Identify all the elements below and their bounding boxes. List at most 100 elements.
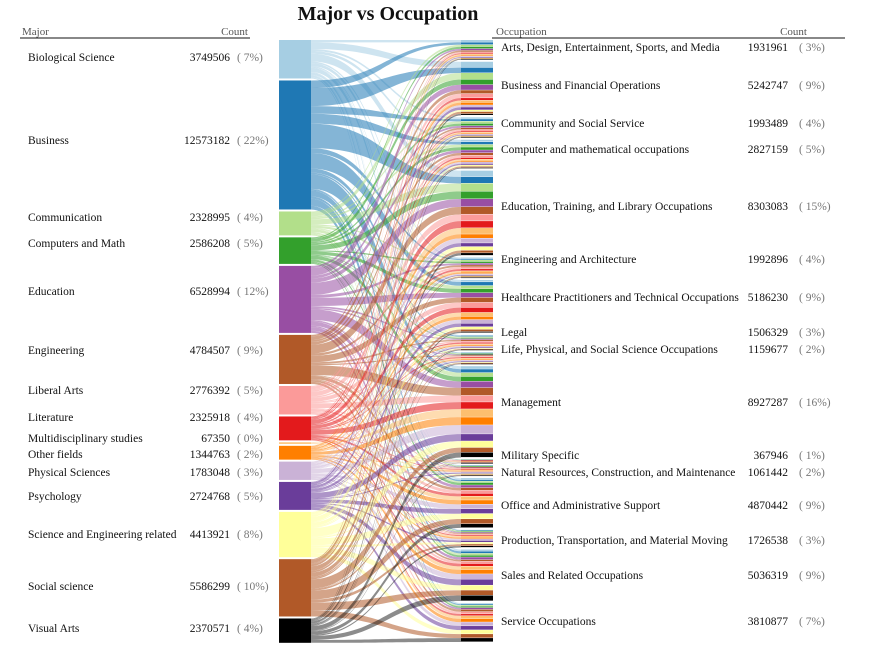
occupation-name-computer-and-mathematical-occupations: Computer and mathematical occupations (501, 144, 690, 156)
occupation-labels: Arts, Design, Entertainment, Sports, and… (501, 42, 831, 628)
occupation-pct-engineering-and-architecture: ( 4%) (799, 254, 825, 266)
occupation-segment-computer-and-mathematical-occupations-computers-and-math (461, 147, 493, 150)
link-science-and-engineering-related-to-sales-and-related-occupations (311, 547, 461, 591)
link-psychology-to-healthcare-practitioners-and-technical-occupations (311, 323, 461, 492)
occupation-pct-service-occupations: ( 7%) (799, 616, 825, 628)
occupation-pct-office-and-administrative-support: ( 9%) (799, 500, 825, 512)
occupation-count-office-and-administrative-support: 4870442 (748, 500, 789, 512)
occupation-segment-office-and-administrative-support-multidisciplinary-studies (461, 496, 493, 500)
major-bar-social-science[interactable] (279, 559, 311, 617)
major-bar-psychology[interactable] (279, 481, 311, 510)
occupation-segment-arts-design-entertainment-sports-and-media-literature (461, 53, 493, 54)
link-other-fields-to-military-specific (311, 454, 461, 462)
occupation-segment-natural-resources-construction-and-maintenance-psychology (461, 472, 493, 474)
link-literature-to-business-and-financial-operations (311, 98, 461, 419)
occupation-segment-computer-and-mathematical-occupations-biological-science (461, 139, 493, 142)
occupation-segment-natural-resources-construction-and-maintenance-communication (461, 465, 493, 467)
major-count-computers-and-math: 2586208 (190, 238, 231, 250)
link-visual-arts-to-office-and-administrative-support (311, 523, 461, 635)
occupation-segment-management-education (461, 381, 493, 388)
occupation-segment-business-and-financial-operations-computers-and-math (461, 79, 493, 85)
major-bar-visual-arts[interactable] (279, 618, 311, 643)
major-bar-multidisciplinary-studies[interactable] (279, 442, 311, 444)
occupation-segment-business-and-financial-operations-visual-arts (461, 113, 493, 115)
occupation-segment-arts-design-entertainment-sports-and-media-computers-and-math (461, 46, 493, 49)
occupation-segment-education-training-and-library-occupations-liberal-arts (461, 214, 493, 221)
occupation-segment-community-and-social-service-literature (461, 131, 493, 133)
major-bar-business[interactable] (279, 80, 311, 210)
occupation-segment-community-and-social-service-science-and-engineering-related (461, 135, 493, 137)
major-bar-engineering[interactable] (279, 334, 311, 384)
occupation-segment-engineering-and-architecture-psychology (461, 275, 493, 276)
occupation-segment-computer-and-mathematical-occupations-engineering (461, 152, 493, 156)
link-communication-to-community-and-social-service (311, 121, 461, 218)
occupation-count-management: 8927287 (748, 397, 789, 409)
occupation-segment-office-and-administrative-support-other-fields (461, 500, 493, 505)
occupation-segment-arts-design-entertainment-sports-and-media-psychology (461, 57, 493, 58)
major-pct-physical-sciences: ( 3%) (237, 467, 263, 479)
occupation-segment-service-occupations-science-and-engineering-related (461, 630, 493, 634)
major-name-computers-and-math: Computers and Math (28, 238, 125, 250)
occupation-segment-computer-and-mathematical-occupations-multidisciplinary-studies (461, 159, 493, 161)
occupation-segment-office-and-administrative-support-psychology (461, 509, 493, 514)
occupation-segment-life-physical-and-social-science-occupations-other-fields (461, 359, 493, 360)
occupation-segment-service-occupations-psychology (461, 626, 493, 630)
major-bar-science-and-engineering-related[interactable] (279, 511, 311, 558)
link-science-and-engineering-related-to-management (311, 441, 461, 537)
link-business-to-business-and-financial-operations (311, 67, 461, 107)
major-bar-liberal-arts[interactable] (279, 385, 311, 415)
occupation-segment-office-and-administrative-support-business (461, 479, 493, 481)
occupation-segment-business-and-financial-operations-literature (461, 98, 493, 101)
major-bar-literature[interactable] (279, 416, 311, 441)
link-business-to-sales-and-related-occupations (311, 198, 461, 554)
occupation-segment-healthcare-practitioners-and-technical-occupations-multidisciplinary-studies (461, 312, 493, 317)
major-name-liberal-arts: Liberal Arts (28, 385, 84, 397)
occupation-count-engineering-and-architecture: 1992896 (748, 254, 789, 266)
occupation-segment-arts-design-entertainment-sports-and-media-engineering (461, 50, 493, 52)
occupation-name-business-and-financial-operations: Business and Financial Operations (501, 80, 661, 92)
occupation-segment-business-and-financial-operations-physical-sciences (461, 105, 493, 107)
occupation-segment-education-training-and-library-occupations-education (461, 198, 493, 207)
occupation-segment-sales-and-related-occupations-visual-arts (461, 595, 493, 601)
major-bar-education[interactable] (279, 265, 311, 333)
link-visual-arts-to-computer-and-mathematical-occupations (311, 167, 461, 622)
major-bar-other-fields[interactable] (279, 445, 311, 460)
occupation-segment-sales-and-related-occupations-literature (461, 563, 493, 567)
major-bar-biological-science[interactable] (279, 40, 311, 79)
occupation-pct-production-transportation-and-material-moving: ( 3%) (799, 535, 825, 547)
major-pct-other-fields: ( 2%) (237, 449, 263, 461)
occupation-count-military-specific: 367946 (754, 450, 789, 462)
occupation-segment-business-and-financial-operations-biological-science (461, 61, 493, 68)
occupation-segment-engineering-and-architecture-computers-and-math (461, 261, 493, 263)
link-literature-to-sales-and-related-occupations (311, 437, 461, 567)
occupation-segment-legal-other-fields (461, 345, 493, 346)
link-multidisciplinary-studies-to-engineering-and-architecture (311, 270, 461, 443)
link-social-science-to-legal (311, 348, 461, 579)
major-bar-communication[interactable] (279, 211, 311, 236)
occupation-name-arts-design-entertainment-sports-and-media: Arts, Design, Entertainment, Sports, and… (501, 42, 720, 54)
occupation-segment-sales-and-related-occupations-science-and-engineering-related (461, 585, 493, 590)
link-liberal-arts-to-legal (311, 341, 461, 403)
occupation-pct-life-physical-and-social-science-occupations: ( 2%) (799, 344, 825, 356)
occupation-segment-sales-and-related-occupations-psychology (461, 579, 493, 585)
occupation-segment-production-transportation-and-material-moving-visual-arts (461, 546, 493, 548)
major-bar-computers-and-math[interactable] (279, 237, 311, 264)
major-pct-communication: ( 4%) (237, 212, 263, 224)
occupation-segment-arts-design-entertainment-sports-and-media-multidisciplinary-studies (461, 54, 493, 55)
link-visual-arts-to-sales-and-related-occupations (311, 595, 461, 641)
occupation-segment-sales-and-related-occupations-multidisciplinary-studies (461, 566, 493, 570)
link-liberal-arts-to-computer-and-mathematical-occupations (311, 155, 461, 392)
occupation-segment-production-transportation-and-material-moving-literature (461, 535, 493, 536)
occupation-segment-community-and-social-service-engineering (461, 127, 493, 130)
major-bar-physical-sciences[interactable] (279, 461, 311, 480)
occupation-segment-legal-visual-arts (461, 349, 493, 351)
major-count-multidisciplinary-studies: 67350 (201, 433, 230, 445)
occupation-segment-business-and-financial-operations-social-science (461, 111, 493, 114)
occupation-segment-military-specific-other-fields (461, 461, 493, 462)
link-multidisciplinary-studies-to-arts-design-entertainment-sports-and-media (311, 54, 461, 443)
link-multidisciplinary-studies-to-life-physical-and-social-science-occupations (311, 358, 461, 444)
occupation-segment-education-training-and-library-occupations-social-science (461, 250, 493, 253)
link-computers-and-math-to-production-transportation-and-material-moving (311, 261, 461, 533)
major-pct-liberal-arts: ( 5%) (237, 385, 263, 397)
link-other-fields-to-life-physical-and-social-science-occupations (311, 359, 461, 452)
